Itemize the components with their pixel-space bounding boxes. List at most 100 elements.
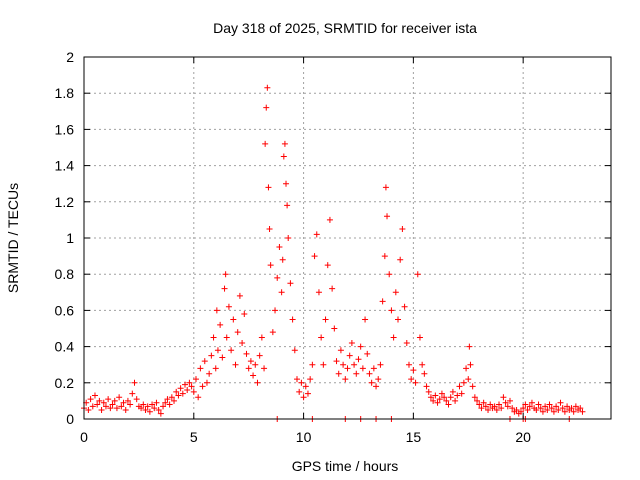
data-point (362, 316, 369, 323)
data-point (222, 271, 229, 278)
data-point (153, 399, 160, 406)
data-point (474, 397, 481, 404)
data-point (539, 408, 546, 415)
data-point (572, 403, 579, 410)
data-point (348, 339, 355, 346)
data-point (89, 403, 96, 410)
data-point (208, 352, 215, 359)
data-point (351, 361, 358, 368)
data-point (140, 401, 147, 408)
data-point (85, 406, 92, 413)
x-tick-label: 5 (190, 429, 198, 445)
y-tick-label: 1 (66, 230, 74, 246)
data-point (577, 405, 584, 412)
data-point (272, 307, 279, 314)
data-point (509, 405, 516, 412)
data-point (463, 365, 470, 372)
data-point (342, 376, 349, 383)
data-point (228, 347, 235, 354)
data-point (100, 399, 107, 406)
data-point (111, 397, 118, 404)
data-point (476, 401, 483, 408)
data-point (230, 316, 237, 323)
data-point (410, 367, 417, 374)
data-point (164, 396, 171, 403)
x-tick-label: 0 (80, 429, 88, 445)
data-point (175, 392, 182, 399)
data-point (456, 383, 463, 390)
data-point (524, 406, 531, 413)
data-point (195, 394, 202, 401)
data-point (168, 394, 175, 401)
data-point (302, 383, 309, 390)
data-point (232, 361, 239, 368)
data-point (142, 406, 149, 413)
data-point (96, 397, 103, 404)
data-point (337, 347, 344, 354)
data-point (287, 280, 294, 287)
data-point (162, 399, 169, 406)
data-point (553, 403, 560, 410)
data-point (506, 397, 513, 404)
data-point (265, 184, 272, 191)
data-point (382, 184, 389, 191)
data-point (291, 347, 298, 354)
data-point (561, 408, 568, 415)
data-point (94, 401, 101, 408)
data-point (197, 365, 204, 372)
data-point (278, 289, 285, 296)
data-point (236, 292, 243, 299)
data-point (157, 410, 164, 417)
data-point (412, 379, 419, 386)
data-point (353, 370, 360, 377)
data-point (555, 406, 562, 413)
data-point (445, 401, 452, 408)
data-point (386, 271, 393, 278)
data-point (408, 376, 415, 383)
grid-lines (84, 57, 611, 419)
data-point (138, 405, 145, 412)
data-point (307, 376, 314, 383)
data-point (443, 397, 450, 404)
data-point (279, 256, 286, 263)
data-point (430, 397, 437, 404)
data-point (129, 390, 136, 397)
data-point (212, 365, 219, 372)
x-tick-label: 15 (406, 429, 422, 445)
data-point (247, 358, 254, 365)
chart-title: Day 318 of 2025, SRMTID for receiver ist… (213, 20, 477, 36)
data-point (243, 350, 250, 357)
data-point (419, 361, 426, 368)
data-point (436, 396, 443, 403)
data-point (335, 370, 342, 377)
data-point (184, 387, 191, 394)
data-point (434, 399, 441, 406)
data-point (219, 354, 226, 361)
data-point (225, 303, 232, 310)
data-point (570, 408, 577, 415)
x-axis-label: GPS time / hours (292, 458, 399, 474)
data-point (546, 401, 553, 408)
y-axis-label: SRMTID / TECUs (5, 183, 21, 293)
data-point (173, 388, 180, 395)
data-point (264, 84, 271, 91)
y-tick-label: 1.6 (55, 121, 75, 137)
data-point (192, 376, 199, 383)
data-point (188, 383, 195, 390)
data-point (388, 307, 395, 314)
data-point (144, 403, 151, 410)
data-point (296, 388, 303, 395)
data-point (149, 401, 156, 408)
data-point (326, 216, 333, 223)
data-point (469, 383, 476, 390)
data-point (122, 406, 129, 413)
data-point (500, 394, 507, 401)
data-point (304, 390, 311, 397)
data-point (151, 405, 158, 412)
data-point (504, 403, 511, 410)
data-point (550, 408, 557, 415)
data-point (223, 334, 230, 341)
data-point (357, 343, 364, 350)
data-point (281, 140, 288, 147)
data-point (179, 390, 186, 397)
